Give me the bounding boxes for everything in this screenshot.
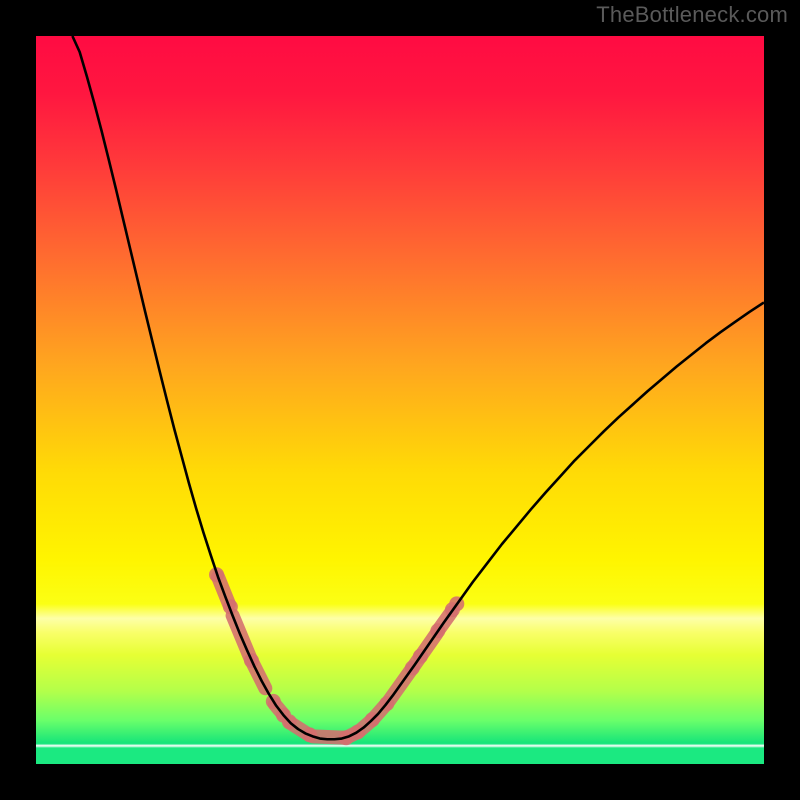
plot-area <box>36 36 764 764</box>
watermark: TheBottleneck.com <box>596 2 788 28</box>
bottleneck-curve <box>72 36 764 739</box>
highlight-dots <box>209 567 464 745</box>
curve-layer <box>36 36 764 764</box>
